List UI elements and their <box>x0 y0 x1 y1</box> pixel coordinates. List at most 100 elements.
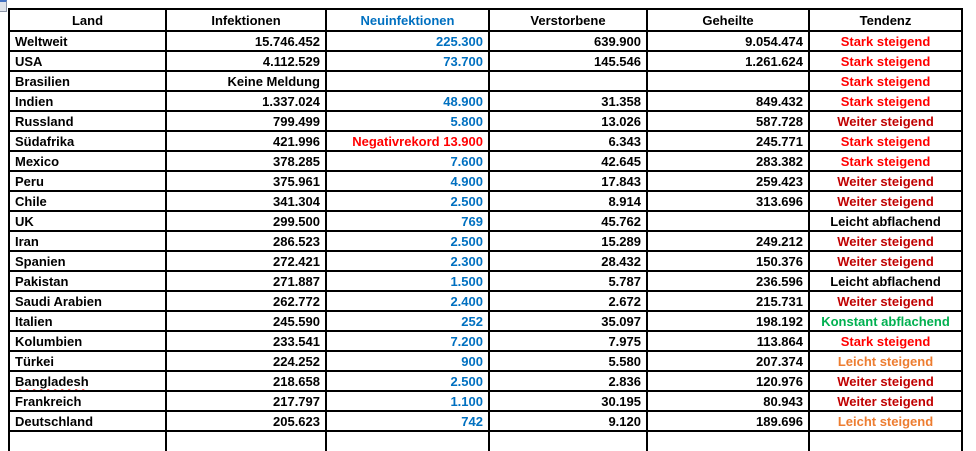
cell-verstorbene[interactable] <box>488 70 648 92</box>
cell-land[interactable]: Kolumbien <box>8 330 167 352</box>
cell-tendenz[interactable]: Weiter steigend <box>808 190 963 212</box>
cell-neuinfektionen[interactable]: 5.800 <box>325 110 490 132</box>
cell-infektionen[interactable]: 421.996 <box>165 130 327 152</box>
cell-land[interactable]: Weltweit <box>8 30 167 52</box>
cell-tendenz[interactable]: Weiter steigend <box>808 250 963 272</box>
cell-geheilte[interactable]: 120.976 <box>646 370 810 392</box>
column-header-verstorbene[interactable]: Verstorbene <box>488 8 648 32</box>
cell-geheilte[interactable]: 207.374 <box>646 350 810 372</box>
cell-verstorbene[interactable]: 31.358 <box>488 90 648 112</box>
cell-neuinfektionen[interactable]: 2.500 <box>325 230 490 252</box>
cell-neuinfektionen[interactable] <box>325 430 490 451</box>
cell-land[interactable]: Brasilien <box>8 70 167 92</box>
cell-tendenz[interactable]: Leicht abflachend <box>808 270 963 292</box>
cell-infektionen[interactable]: 272.421 <box>165 250 327 272</box>
cell-geheilte[interactable] <box>646 70 810 92</box>
cell-neuinfektionen[interactable]: 900 <box>325 350 490 372</box>
cell-infektionen[interactable]: 4.112.529 <box>165 50 327 72</box>
cell-tendenz[interactable]: Weiter steigend <box>808 370 963 392</box>
cell-verstorbene[interactable]: 28.432 <box>488 250 648 272</box>
cell-land[interactable]: Indien <box>8 90 167 112</box>
cell-neuinfektionen[interactable]: 2.300 <box>325 250 490 272</box>
cell-neuinfektionen[interactable]: 7.600 <box>325 150 490 172</box>
cell-land[interactable] <box>8 430 167 451</box>
cell-geheilte[interactable]: 283.382 <box>646 150 810 172</box>
cell-infektionen[interactable]: 375.961 <box>165 170 327 192</box>
cell-infektionen[interactable]: 224.252 <box>165 350 327 372</box>
column-header-geheilte[interactable]: Geheilte <box>646 8 810 32</box>
cell-neuinfektionen[interactable]: 742 <box>325 410 490 432</box>
cell-neuinfektionen[interactable]: 1.100 <box>325 390 490 412</box>
cell-land[interactable]: Deutschland <box>8 410 167 432</box>
cell-neuinfektionen[interactable]: 1.500 <box>325 270 490 292</box>
cell-verstorbene[interactable]: 9.120 <box>488 410 648 432</box>
cell-infektionen[interactable]: 271.887 <box>165 270 327 292</box>
cell-tendenz[interactable]: Stark steigend <box>808 90 963 112</box>
cell-infektionen[interactable]: 378.285 <box>165 150 327 172</box>
cell-land[interactable]: Russland <box>8 110 167 132</box>
cell-infektionen[interactable]: 15.746.452 <box>165 30 327 52</box>
cell-tendenz[interactable]: Weiter steigend <box>808 290 963 312</box>
cell-neuinfektionen[interactable]: 2.400 <box>325 290 490 312</box>
cell-geheilte[interactable]: 245.771 <box>646 130 810 152</box>
cell-verstorbene[interactable]: 2.836 <box>488 370 648 392</box>
cell-tendenz[interactable]: Stark steigend <box>808 50 963 72</box>
cell-tendenz[interactable]: Leicht abflachend <box>808 210 963 232</box>
cell-verstorbene[interactable]: 6.343 <box>488 130 648 152</box>
cell-verstorbene[interactable]: 15.289 <box>488 230 648 252</box>
cell-tendenz[interactable]: Stark steigend <box>808 70 963 92</box>
cell-infektionen[interactable]: 1.337.024 <box>165 90 327 112</box>
cell-verstorbene[interactable]: 5.787 <box>488 270 648 292</box>
cell-neuinfektionen[interactable]: 48.900 <box>325 90 490 112</box>
cell-verstorbene[interactable]: 5.580 <box>488 350 648 372</box>
cell-infektionen[interactable]: 341.304 <box>165 190 327 212</box>
cell-geheilte[interactable]: 215.731 <box>646 290 810 312</box>
cell-geheilte[interactable] <box>646 210 810 232</box>
cell-verstorbene[interactable]: 639.900 <box>488 30 648 52</box>
cell-land[interactable]: Südafrika <box>8 130 167 152</box>
cell-infektionen[interactable]: 218.658 <box>165 370 327 392</box>
cell-tendenz[interactable]: Leicht steigend <box>808 410 963 432</box>
cell-verstorbene[interactable]: 7.975 <box>488 330 648 352</box>
cell-land[interactable]: Chile <box>8 190 167 212</box>
cell-geheilte[interactable]: 9.054.474 <box>646 30 810 52</box>
cell-tendenz[interactable]: Weiter steigend <box>808 230 963 252</box>
cell-land[interactable]: UK <box>8 210 167 232</box>
cell-geheilte[interactable]: 80.943 <box>646 390 810 412</box>
column-header-land[interactable]: Land <box>8 8 167 32</box>
column-header-neuinfektionen[interactable]: Neuinfektionen <box>325 8 490 32</box>
cell-infektionen[interactable]: 286.523 <box>165 230 327 252</box>
cell-land[interactable]: USA <box>8 50 167 72</box>
cell-land[interactable]: Frankreich <box>8 390 167 412</box>
cell-neuinfektionen[interactable]: 73.700 <box>325 50 490 72</box>
cell-neuinfektionen[interactable]: 7.200 <box>325 330 490 352</box>
cell-neuinfektionen[interactable]: 769 <box>325 210 490 232</box>
cell-infektionen[interactable]: 205.623 <box>165 410 327 432</box>
cell-land[interactable]: Italien <box>8 310 167 332</box>
cell-infektionen[interactable]: 217.797 <box>165 390 327 412</box>
cell-infektionen[interactable]: Keine Meldung <box>165 70 327 92</box>
cell-geheilte[interactable]: 189.696 <box>646 410 810 432</box>
cell-infektionen[interactable]: 233.541 <box>165 330 327 352</box>
cell-verstorbene[interactable]: 30.195 <box>488 390 648 412</box>
cell-geheilte[interactable]: 249.212 <box>646 230 810 252</box>
cell-tendenz[interactable]: Konstant abflachend <box>808 310 963 332</box>
column-header-infektionen[interactable]: Infektionen <box>165 8 327 32</box>
cell-land[interactable]: Bangladesh <box>8 370 167 392</box>
cell-verstorbene[interactable]: 35.097 <box>488 310 648 332</box>
cell-neuinfektionen[interactable]: Negativrekord 13.900 <box>325 130 490 152</box>
cell-infektionen[interactable]: 245.590 <box>165 310 327 332</box>
cell-geheilte[interactable]: 236.596 <box>646 270 810 292</box>
cell-verstorbene[interactable]: 13.026 <box>488 110 648 132</box>
cell-tendenz[interactable]: Stark steigend <box>808 30 963 52</box>
cell-tendenz[interactable]: Weiter steigend <box>808 110 963 132</box>
cell-infektionen[interactable]: 299.500 <box>165 210 327 232</box>
column-header-tendenz[interactable]: Tendenz <box>808 8 963 32</box>
cell-neuinfektionen[interactable] <box>325 70 490 92</box>
cell-tendenz[interactable] <box>808 430 963 451</box>
cell-verstorbene[interactable]: 145.546 <box>488 50 648 72</box>
cell-neuinfektionen[interactable]: 2.500 <box>325 370 490 392</box>
cell-neuinfektionen[interactable]: 225.300 <box>325 30 490 52</box>
cell-neuinfektionen[interactable]: 4.900 <box>325 170 490 192</box>
cell-land[interactable]: Türkei <box>8 350 167 372</box>
